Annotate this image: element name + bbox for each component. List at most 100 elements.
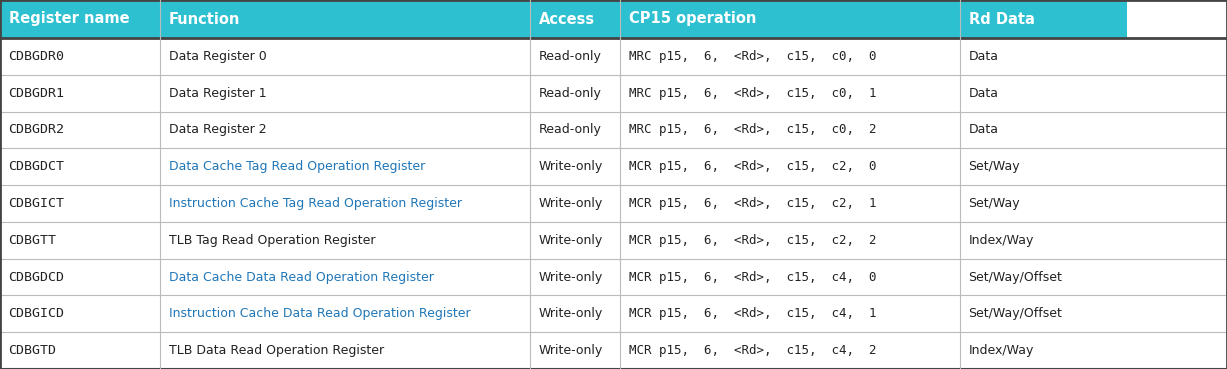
Bar bbox=[620, 0, 960, 38]
Text: CDBGTT: CDBGTT bbox=[9, 234, 56, 247]
Text: Set/Way/Offset: Set/Way/Offset bbox=[968, 270, 1063, 283]
Text: Set/Way: Set/Way bbox=[968, 197, 1020, 210]
Text: Access: Access bbox=[539, 11, 595, 27]
Text: CP15 operation: CP15 operation bbox=[628, 11, 756, 27]
Text: Data Cache Data Read Operation Register: Data Cache Data Read Operation Register bbox=[168, 270, 433, 283]
Text: Data Register 2: Data Register 2 bbox=[168, 124, 266, 137]
Bar bbox=[960, 259, 1128, 296]
Bar bbox=[620, 111, 960, 148]
Text: Data Register 1: Data Register 1 bbox=[168, 87, 266, 100]
Bar bbox=[530, 38, 620, 75]
Bar bbox=[960, 0, 1128, 38]
Text: TLB Tag Read Operation Register: TLB Tag Read Operation Register bbox=[168, 234, 375, 247]
Text: MCR p15,  6,  <Rd>,  c15,  c4,  2: MCR p15, 6, <Rd>, c15, c4, 2 bbox=[628, 344, 876, 357]
Bar bbox=[0, 111, 160, 148]
Text: Set/Way: Set/Way bbox=[968, 160, 1020, 173]
Bar bbox=[530, 259, 620, 296]
Bar bbox=[960, 38, 1128, 75]
Text: CDBGICT: CDBGICT bbox=[9, 197, 65, 210]
Bar bbox=[160, 38, 530, 75]
Bar bbox=[0, 148, 160, 185]
Bar bbox=[160, 222, 530, 259]
Text: Data: Data bbox=[968, 87, 999, 100]
Bar bbox=[530, 148, 620, 185]
Text: MRC p15,  6,  <Rd>,  c15,  c0,  2: MRC p15, 6, <Rd>, c15, c0, 2 bbox=[628, 124, 876, 137]
Bar bbox=[620, 222, 960, 259]
Bar bbox=[620, 148, 960, 185]
Text: Data: Data bbox=[968, 50, 999, 63]
Bar bbox=[530, 75, 620, 111]
Text: Read-only: Read-only bbox=[539, 124, 601, 137]
Bar bbox=[620, 332, 960, 369]
Bar bbox=[160, 75, 530, 111]
Bar bbox=[530, 185, 620, 222]
Bar bbox=[530, 0, 620, 38]
Bar bbox=[530, 222, 620, 259]
Bar bbox=[620, 185, 960, 222]
Text: CDBGDR0: CDBGDR0 bbox=[9, 50, 65, 63]
Text: Index/Way: Index/Way bbox=[968, 234, 1034, 247]
Text: Data Cache Tag Read Operation Register: Data Cache Tag Read Operation Register bbox=[168, 160, 425, 173]
Text: Write-only: Write-only bbox=[539, 234, 602, 247]
Bar bbox=[0, 185, 160, 222]
Bar bbox=[160, 0, 530, 38]
Text: Data: Data bbox=[968, 124, 999, 137]
Bar bbox=[960, 148, 1128, 185]
Text: Rd Data: Rd Data bbox=[968, 11, 1034, 27]
Bar bbox=[0, 0, 160, 38]
Bar bbox=[0, 38, 160, 75]
Bar bbox=[960, 296, 1128, 332]
Text: MRC p15,  6,  <Rd>,  c15,  c0,  0: MRC p15, 6, <Rd>, c15, c0, 0 bbox=[628, 50, 876, 63]
Bar bbox=[0, 75, 160, 111]
Bar bbox=[160, 332, 530, 369]
Bar bbox=[0, 332, 160, 369]
Bar bbox=[960, 222, 1128, 259]
Text: CDBGDR2: CDBGDR2 bbox=[9, 124, 65, 137]
Text: CDBGDCD: CDBGDCD bbox=[9, 270, 65, 283]
Bar bbox=[160, 111, 530, 148]
Text: MCR p15,  6,  <Rd>,  c15,  c4,  0: MCR p15, 6, <Rd>, c15, c4, 0 bbox=[628, 270, 876, 283]
Bar bbox=[160, 296, 530, 332]
Bar bbox=[530, 332, 620, 369]
Bar bbox=[620, 296, 960, 332]
Text: Instruction Cache Data Read Operation Register: Instruction Cache Data Read Operation Re… bbox=[168, 307, 470, 320]
Text: Index/Way: Index/Way bbox=[968, 344, 1034, 357]
Text: Write-only: Write-only bbox=[539, 270, 602, 283]
Bar bbox=[160, 185, 530, 222]
Bar bbox=[960, 332, 1128, 369]
Bar bbox=[0, 259, 160, 296]
Bar bbox=[0, 296, 160, 332]
Text: Register name: Register name bbox=[9, 11, 129, 27]
Text: Write-only: Write-only bbox=[539, 307, 602, 320]
Text: CDBGDCT: CDBGDCT bbox=[9, 160, 65, 173]
Bar bbox=[620, 75, 960, 111]
Text: Write-only: Write-only bbox=[539, 344, 602, 357]
Bar bbox=[160, 259, 530, 296]
Bar bbox=[530, 111, 620, 148]
Text: Instruction Cache Tag Read Operation Register: Instruction Cache Tag Read Operation Reg… bbox=[168, 197, 461, 210]
Text: Write-only: Write-only bbox=[539, 197, 602, 210]
Text: MCR p15,  6,  <Rd>,  c15,  c2,  1: MCR p15, 6, <Rd>, c15, c2, 1 bbox=[628, 197, 876, 210]
Text: Data Register 0: Data Register 0 bbox=[168, 50, 266, 63]
Bar bbox=[960, 75, 1128, 111]
Text: Read-only: Read-only bbox=[539, 87, 601, 100]
Bar bbox=[960, 111, 1128, 148]
Bar bbox=[960, 185, 1128, 222]
Text: MCR p15,  6,  <Rd>,  c15,  c2,  0: MCR p15, 6, <Rd>, c15, c2, 0 bbox=[628, 160, 876, 173]
Text: MCR p15,  6,  <Rd>,  c15,  c2,  2: MCR p15, 6, <Rd>, c15, c2, 2 bbox=[628, 234, 876, 247]
Bar bbox=[0, 222, 160, 259]
Bar bbox=[160, 148, 530, 185]
Text: Write-only: Write-only bbox=[539, 160, 602, 173]
Text: CDBGTD: CDBGTD bbox=[9, 344, 56, 357]
Text: Read-only: Read-only bbox=[539, 50, 601, 63]
Text: MCR p15,  6,  <Rd>,  c15,  c4,  1: MCR p15, 6, <Rd>, c15, c4, 1 bbox=[628, 307, 876, 320]
Text: Function: Function bbox=[168, 11, 240, 27]
Text: Set/Way/Offset: Set/Way/Offset bbox=[968, 307, 1063, 320]
Text: TLB Data Read Operation Register: TLB Data Read Operation Register bbox=[168, 344, 384, 357]
Bar bbox=[620, 259, 960, 296]
Text: CDBGDR1: CDBGDR1 bbox=[9, 87, 65, 100]
Bar bbox=[530, 296, 620, 332]
Text: MRC p15,  6,  <Rd>,  c15,  c0,  1: MRC p15, 6, <Rd>, c15, c0, 1 bbox=[628, 87, 876, 100]
Text: CDBGICD: CDBGICD bbox=[9, 307, 65, 320]
Bar bbox=[620, 38, 960, 75]
